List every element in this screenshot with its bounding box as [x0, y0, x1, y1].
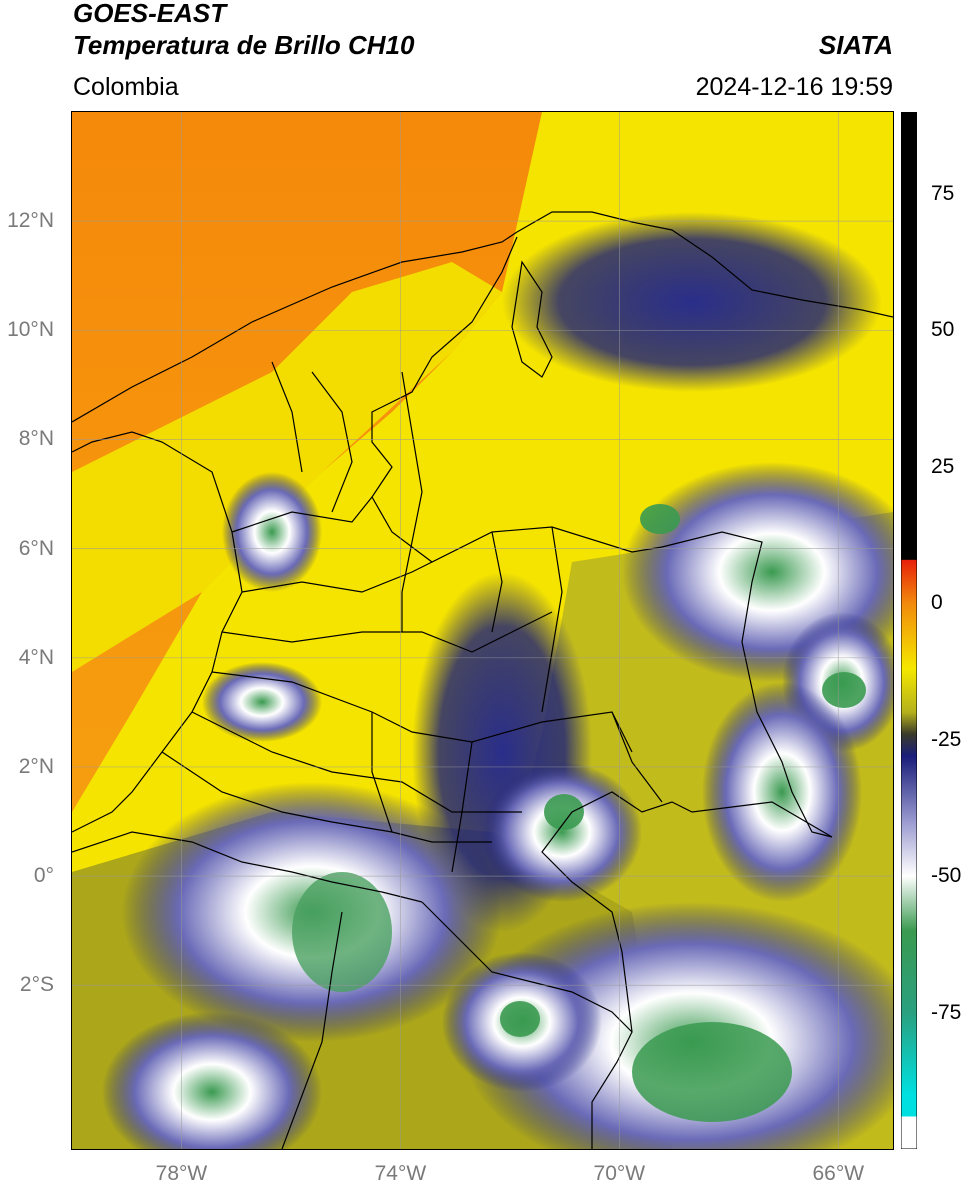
borders: [72, 211, 893, 1149]
lon-tick-label: 78°W: [155, 1162, 208, 1185]
colorbar-tick-label: -50: [931, 864, 962, 888]
lat-tick-label: 8°N: [18, 427, 54, 451]
pacific-coast: [72, 431, 243, 833]
brazil-border: [541, 791, 833, 1033]
lon-tick-label: 66°W: [812, 1162, 865, 1185]
caribbean-coast: [72, 231, 518, 423]
satellite-map[interactable]: [72, 112, 893, 1149]
agency-label: SIATA: [818, 30, 893, 60]
dept-8: [401, 371, 423, 632]
lat-tick-label: 12°N: [7, 209, 54, 233]
lat-tick-label: 2°N: [18, 754, 54, 778]
satellite-title: GOES-EAST: [73, 0, 227, 28]
dept-4: [211, 671, 633, 753]
cloud-north: [502, 212, 882, 392]
cloud-west: [222, 472, 322, 592]
lat-tick-label: 2°S: [19, 973, 54, 997]
dept-6: [161, 751, 492, 843]
dept-5: [191, 711, 522, 813]
cloud-east2: [702, 682, 862, 902]
colorbar-tick-label: 75: [931, 181, 955, 205]
cloud-core6: [500, 1001, 540, 1037]
cloud-core5: [544, 794, 584, 830]
dept-11: [371, 712, 393, 833]
region-label: Colombia: [73, 73, 179, 101]
cloud-center2: [482, 762, 642, 902]
cloud-core2: [292, 872, 392, 992]
cloud-core4: [822, 672, 866, 708]
dept-14: [271, 361, 303, 473]
peru-border: [421, 901, 633, 1149]
dept-7: [311, 371, 353, 513]
colorbar-tick-label: 0: [931, 591, 943, 615]
colorbar-tick-label: 25: [931, 454, 955, 478]
lat-tick-label: 6°N: [18, 536, 54, 560]
dept-2: [241, 561, 433, 593]
lon-tick-label: 70°W: [593, 1162, 646, 1185]
colorbar-tick-label: -75: [931, 1000, 962, 1024]
cloud-core1: [632, 1022, 792, 1122]
maracaibo-lake: [511, 260, 553, 378]
lat-tick-label: 4°N: [18, 645, 54, 669]
colorbar: [901, 112, 917, 1149]
colorbar-tick-label: -25: [931, 727, 962, 751]
south-border: [281, 911, 343, 1149]
cloud-core3: [640, 504, 680, 534]
gridlines: [72, 112, 893, 1149]
guajira-coast: [516, 211, 893, 318]
datetime-label: 2024-12-16 19:59: [695, 73, 893, 101]
dept-1: [231, 496, 373, 533]
venezuela-border: [371, 236, 833, 838]
ecuador-border: [72, 831, 423, 903]
cloud-southwest2: [102, 1012, 322, 1149]
colorbar-tick-label: 50: [931, 318, 955, 342]
lat-tick-label: 0°: [33, 864, 54, 888]
map-canvas: [72, 112, 893, 1149]
dept-13: [611, 711, 663, 803]
product-title: Temperatura de Brillo CH10: [73, 30, 415, 60]
cloud-west2: [202, 662, 322, 742]
dept-12: [451, 741, 473, 873]
dept-10: [541, 526, 563, 713]
land-yellow-west: [72, 262, 502, 672]
lon-tick-label: 74°W: [374, 1162, 427, 1185]
dept-3: [221, 611, 553, 653]
lat-tick-label: 10°N: [7, 318, 54, 342]
